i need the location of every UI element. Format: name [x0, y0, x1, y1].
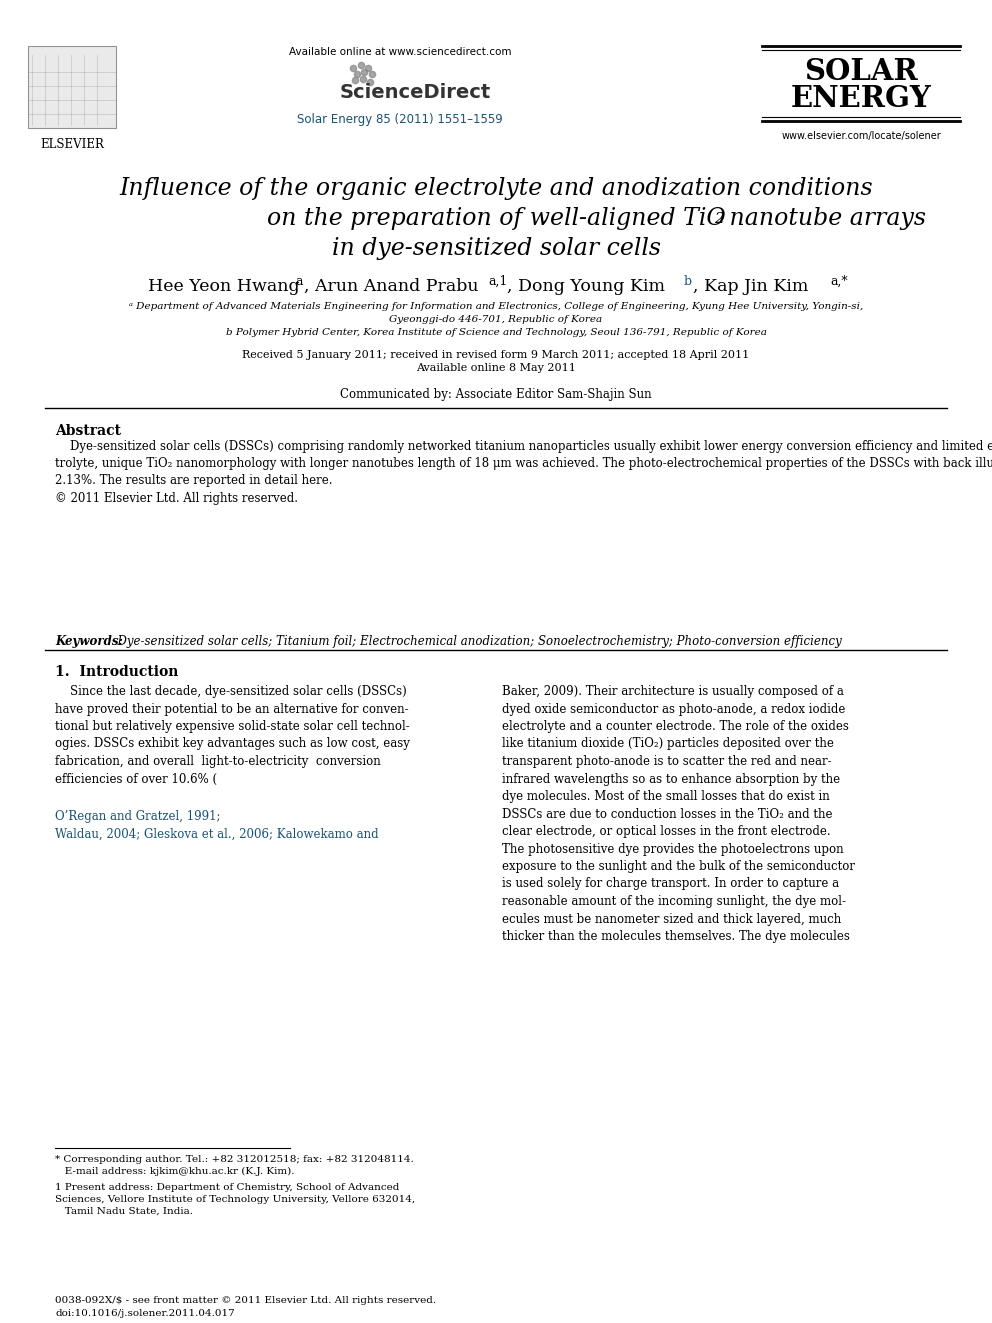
Text: Gyeonggi-do 446-701, Republic of Korea: Gyeonggi-do 446-701, Republic of Korea [390, 315, 602, 324]
Text: b Polymer Hybrid Center, Korea Institute of Science and Technology, Seoul 136-79: b Polymer Hybrid Center, Korea Institute… [225, 328, 767, 337]
Text: * Corresponding author. Tel.: +82 312012518; fax: +82 312048114.
   E-mail addre: * Corresponding author. Tel.: +82 312012… [55, 1155, 414, 1176]
Text: Influence of the organic electrolyte and anodization conditions: Influence of the organic electrolyte and… [119, 177, 873, 200]
Text: , Dong Young Kim: , Dong Young Kim [507, 278, 665, 295]
Text: on the preparation of well-aligned TiO: on the preparation of well-aligned TiO [267, 206, 725, 230]
Text: nanotube arrays: nanotube arrays [722, 206, 926, 230]
Text: Since the last decade, dye-sensitized solar cells (DSSCs)
have proved their pote: Since the last decade, dye-sensitized so… [55, 685, 410, 786]
Text: 2: 2 [714, 212, 724, 226]
Text: ENERGY: ENERGY [791, 83, 931, 112]
Text: ᵃ Department of Advanced Materials Engineering for Information and Electronics, : ᵃ Department of Advanced Materials Engin… [129, 302, 863, 311]
Text: Available online 8 May 2011: Available online 8 May 2011 [416, 363, 576, 373]
Text: ELSEVIER: ELSEVIER [40, 138, 104, 151]
Text: in dye-sensitized solar cells: in dye-sensitized solar cells [331, 237, 661, 261]
Text: Dye-sensitized solar cells (DSSCs) comprising randomly networked titanium nanopa: Dye-sensitized solar cells (DSSCs) compr… [55, 441, 992, 504]
Text: doi:10.1016/j.solener.2011.04.017: doi:10.1016/j.solener.2011.04.017 [55, 1308, 235, 1318]
Text: 0038-092X/$ - see front matter © 2011 Elsevier Ltd. All rights reserved.: 0038-092X/$ - see front matter © 2011 El… [55, 1297, 436, 1304]
Text: a: a [295, 275, 303, 288]
Text: Hee Yeon Hwang a, Arun Anand Prabu a,1, Dong Young Kim b, Kap Jin Kim a,*: Hee Yeon Hwang a, Arun Anand Prabu a,1, … [165, 278, 827, 295]
Text: Abstract: Abstract [55, 423, 121, 438]
Text: ScienceDirect: ScienceDirect [339, 83, 491, 102]
Text: Hee Yeon Hwang: Hee Yeon Hwang [148, 278, 300, 295]
Text: , Arun Anand Prabu: , Arun Anand Prabu [304, 278, 478, 295]
Text: Received 5 January 2011; received in revised form 9 March 2011; accepted 18 Apri: Received 5 January 2011; received in rev… [242, 351, 750, 360]
Text: Dye-sensitized solar cells; Titanium foil; Electrochemical anodization; Sonoelec: Dye-sensitized solar cells; Titanium foi… [110, 635, 842, 648]
Text: , Kap Jin Kim: , Kap Jin Kim [693, 278, 808, 295]
Text: O’Regan and Gratzel, 1991;
Waldau, 2004; Gleskova et al., 2006; Kalowekamo and: O’Regan and Gratzel, 1991; Waldau, 2004;… [55, 810, 379, 840]
Text: Available online at www.sciencedirect.com: Available online at www.sciencedirect.co… [289, 48, 511, 57]
Text: Baker, 2009). Their architecture is usually composed of a
dyed oxide semiconduct: Baker, 2009). Their architecture is usua… [502, 685, 855, 943]
Text: 1.  Introduction: 1. Introduction [55, 665, 179, 679]
Text: 1 Present address: Department of Chemistry, School of Advanced
Sciences, Vellore: 1 Present address: Department of Chemist… [55, 1183, 415, 1216]
Bar [28, 46, 116, 128]
Text: Communicated by: Associate Editor Sam-Shajin Sun: Communicated by: Associate Editor Sam-Sh… [340, 388, 652, 401]
Text: Keywords:: Keywords: [55, 635, 123, 648]
Text: Solar Energy 85 (2011) 1551–1559: Solar Energy 85 (2011) 1551–1559 [298, 112, 503, 126]
Text: b: b [684, 275, 692, 288]
Text: www.elsevier.com/locate/solener: www.elsevier.com/locate/solener [781, 131, 940, 142]
Text: a,1: a,1 [488, 275, 507, 288]
Text: SOLAR: SOLAR [805, 57, 918, 86]
Text: a,*: a,* [830, 275, 847, 288]
